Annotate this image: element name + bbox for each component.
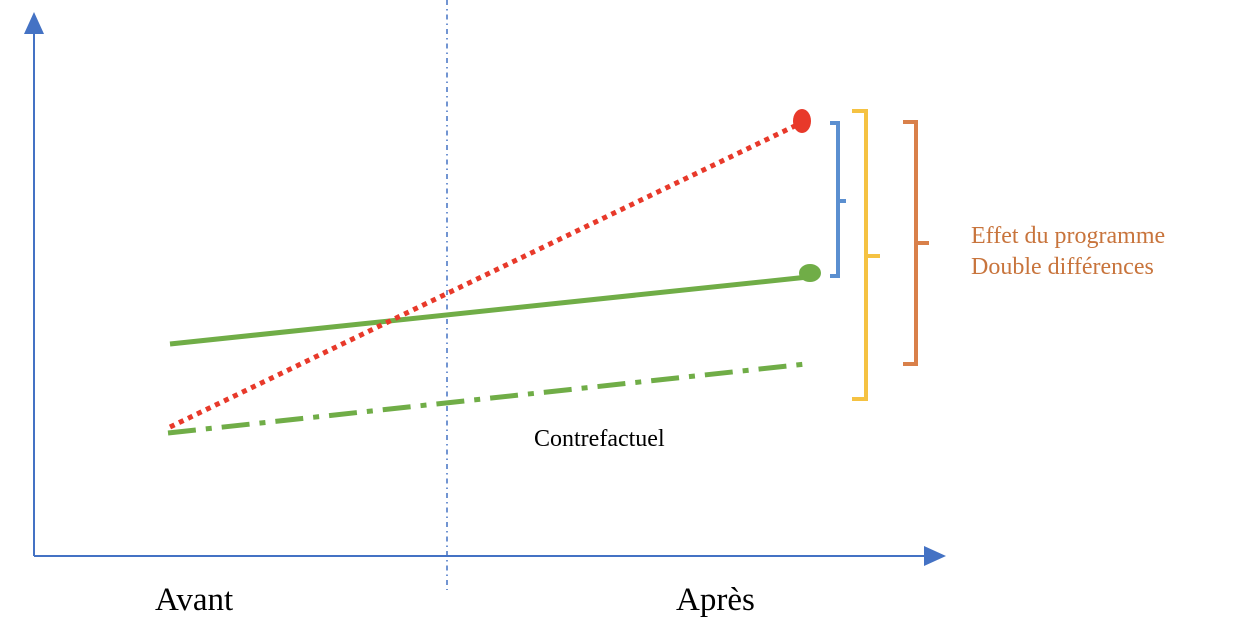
label-apres: Après [676,582,755,618]
bracket-small [830,121,846,278]
control-group-line [169,274,809,347]
y-axis-arrowhead [24,12,44,34]
control-group-endpoint [799,264,821,282]
treated-group-line [168,119,805,430]
treated-group-endpoint [793,109,811,133]
label-contrefactuel: Contrefactuel [534,426,665,452]
label-effect-line2: Double différences [971,254,1154,280]
label-effect-line1: Effet du programme [971,223,1165,249]
x-axis-arrowhead [924,546,946,566]
counterfactual-line [167,361,807,436]
bracket-large [852,109,880,401]
label-avant: Avant [155,582,233,618]
bracket-effect [903,120,929,366]
axes [24,12,946,566]
